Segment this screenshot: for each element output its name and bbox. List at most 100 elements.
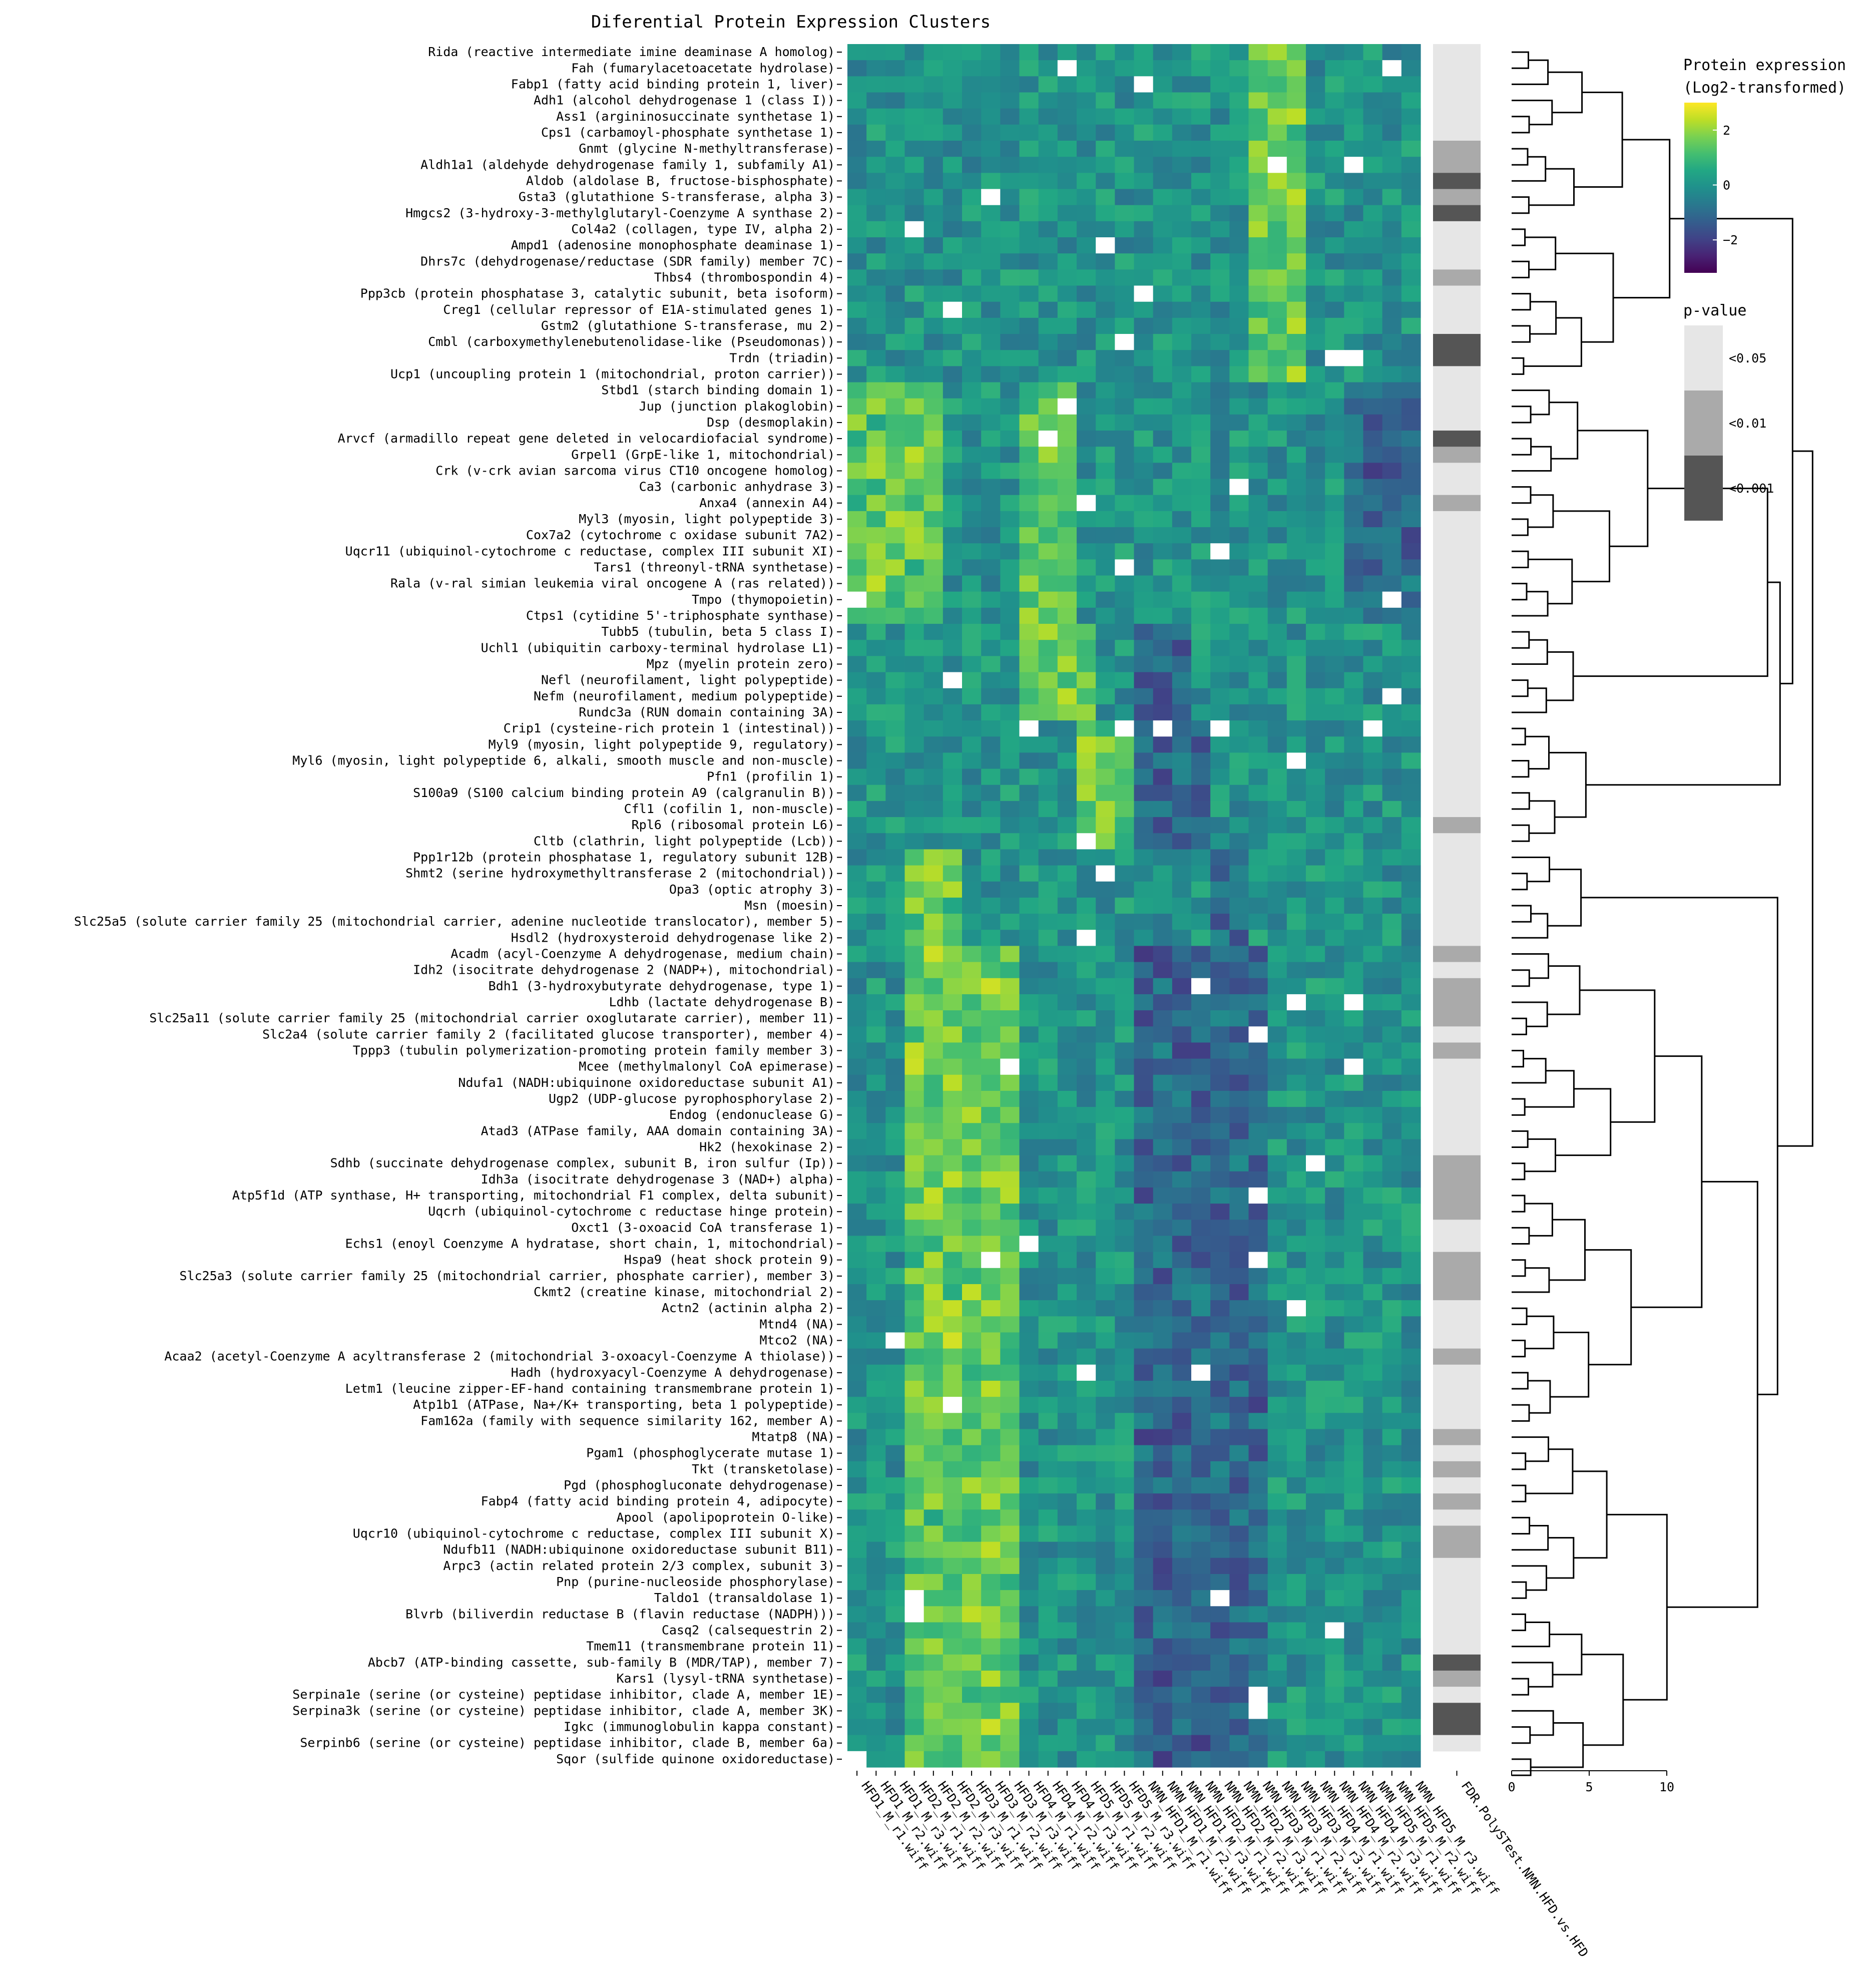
- heatmap-cell: [1401, 656, 1421, 673]
- heatmap-cell: [962, 1364, 982, 1381]
- heatmap-cell: [1248, 108, 1268, 125]
- heatmap-cell: [904, 768, 924, 785]
- heatmap-cell: [1115, 1042, 1135, 1059]
- heatmap-cell: [1077, 624, 1096, 640]
- heatmap-cell: [1038, 897, 1058, 914]
- heatmap-cell: [885, 44, 905, 61]
- heatmap-cell: [904, 946, 924, 963]
- heatmap-cell: [1286, 479, 1306, 496]
- heatmap-cell: [885, 1026, 905, 1043]
- heatmap-cell: [1344, 124, 1364, 141]
- heatmap-cell: [1363, 285, 1383, 302]
- heatmap-cell: [1153, 366, 1173, 383]
- heatmap-cell: [1286, 962, 1306, 979]
- heatmap-cell: [1115, 285, 1135, 302]
- heatmap-cell: [1344, 92, 1364, 109]
- heatmap-cell: [1210, 334, 1230, 350]
- heatmap-cell: [1286, 849, 1306, 866]
- pvalue-cell: [1433, 930, 1481, 947]
- heatmap-cell: [1077, 301, 1096, 318]
- row-label: Myl9 (myosin, light polypeptide 9, regul…: [489, 737, 835, 751]
- heatmap-cell: [847, 527, 867, 544]
- heatmap-cell: [1077, 527, 1096, 544]
- heatmap-cell: [866, 334, 886, 350]
- heatmap-cell: [1172, 350, 1192, 366]
- heatmap-cell: [1115, 720, 1135, 737]
- dendrogram-branch: [1512, 325, 1531, 343]
- heatmap-cell: [1115, 1461, 1135, 1478]
- heatmap-cell: [1000, 1477, 1020, 1494]
- heatmap-cell: [904, 141, 924, 157]
- heatmap-cell: [1306, 479, 1325, 496]
- heatmap-cell: [1248, 1429, 1268, 1446]
- heatmap-cell: [1134, 495, 1154, 512]
- heatmap-cell: [866, 994, 886, 1011]
- heatmap-cell: [1267, 1687, 1287, 1703]
- heatmap-cell: [885, 141, 905, 157]
- heatmap-cell: [866, 1107, 886, 1123]
- heatmap-cell: [1077, 398, 1096, 415]
- heatmap-cell: [1038, 479, 1058, 496]
- heatmap-cell: [885, 1155, 905, 1172]
- heatmap-cell: [1344, 1010, 1364, 1027]
- heatmap-cell: [847, 672, 867, 689]
- heatmap-cell: [1172, 511, 1192, 528]
- heatmap-cell: [981, 1525, 1001, 1542]
- heatmap-cell: [1077, 205, 1096, 222]
- heatmap-cell: [923, 607, 944, 624]
- heatmap-cell: [1000, 285, 1020, 302]
- heatmap-cell: [1401, 350, 1421, 366]
- heatmap-cell: [962, 350, 982, 366]
- heatmap-cell: [1153, 382, 1173, 399]
- heatmap-cell: [1210, 1735, 1230, 1752]
- heatmap-cell: [1325, 978, 1344, 995]
- heatmap-cell: [1401, 1557, 1421, 1574]
- heatmap-cell: [1153, 1397, 1173, 1413]
- heatmap-cell: [847, 317, 867, 334]
- pvalue-cell: [1433, 1493, 1481, 1510]
- heatmap-cell: [866, 173, 886, 190]
- heatmap-cell: [904, 559, 924, 576]
- heatmap-cell: [1096, 624, 1115, 640]
- heatmap-cell: [1191, 1252, 1211, 1269]
- heatmap-cell: [1286, 1670, 1306, 1687]
- heatmap-cell: [1306, 447, 1325, 463]
- heatmap-cell: [962, 768, 982, 785]
- row-label: Fabp4 (fatty acid binding protein 4, adi…: [481, 1494, 835, 1508]
- heatmap-cell: [1363, 1541, 1383, 1558]
- heatmap-cell: [1115, 1300, 1135, 1317]
- heatmap-cell: [1210, 1413, 1230, 1430]
- heatmap-cell: [1191, 1509, 1211, 1526]
- heatmap-cell: [1229, 1557, 1249, 1574]
- heatmap-cell: [1096, 1509, 1115, 1526]
- heatmap-cell: [1267, 624, 1287, 640]
- heatmap-cell: [866, 1735, 886, 1752]
- heatmap-cell: [1096, 463, 1115, 480]
- heatmap-cell: [943, 1509, 963, 1526]
- heatmap-cell: [1038, 414, 1058, 431]
- heatmap-cell: [1210, 1220, 1230, 1237]
- heatmap-cell: [943, 1703, 963, 1720]
- heatmap-cell: [1134, 688, 1154, 705]
- heatmap-cell: [1344, 237, 1364, 254]
- heatmap-cell: [943, 1364, 963, 1381]
- heatmap-cell: [1019, 1155, 1039, 1172]
- heatmap-cell: [1172, 1638, 1192, 1655]
- dendrogram-branch: [1512, 679, 1529, 697]
- heatmap-cell: [1096, 317, 1115, 334]
- heatmap-cell: [1229, 1541, 1249, 1558]
- heatmap-cell: [1172, 1606, 1192, 1623]
- heatmap-cell: [1191, 1236, 1211, 1253]
- heatmap-cell: [885, 447, 905, 463]
- pvalue-cell: [1433, 559, 1481, 576]
- heatmap-cell: [981, 1155, 1001, 1172]
- heatmap-cell: [847, 1155, 867, 1172]
- heatmap-cell: [904, 1654, 924, 1671]
- heatmap-cell: [1344, 914, 1364, 930]
- heatmap-cell: [981, 334, 1001, 350]
- heatmap-cell: [1325, 141, 1344, 157]
- heatmap-cell: [1134, 285, 1154, 302]
- heatmap-cell: [1000, 688, 1020, 705]
- heatmap-cell: [1306, 1042, 1325, 1059]
- heatmap-cell: [1077, 334, 1096, 350]
